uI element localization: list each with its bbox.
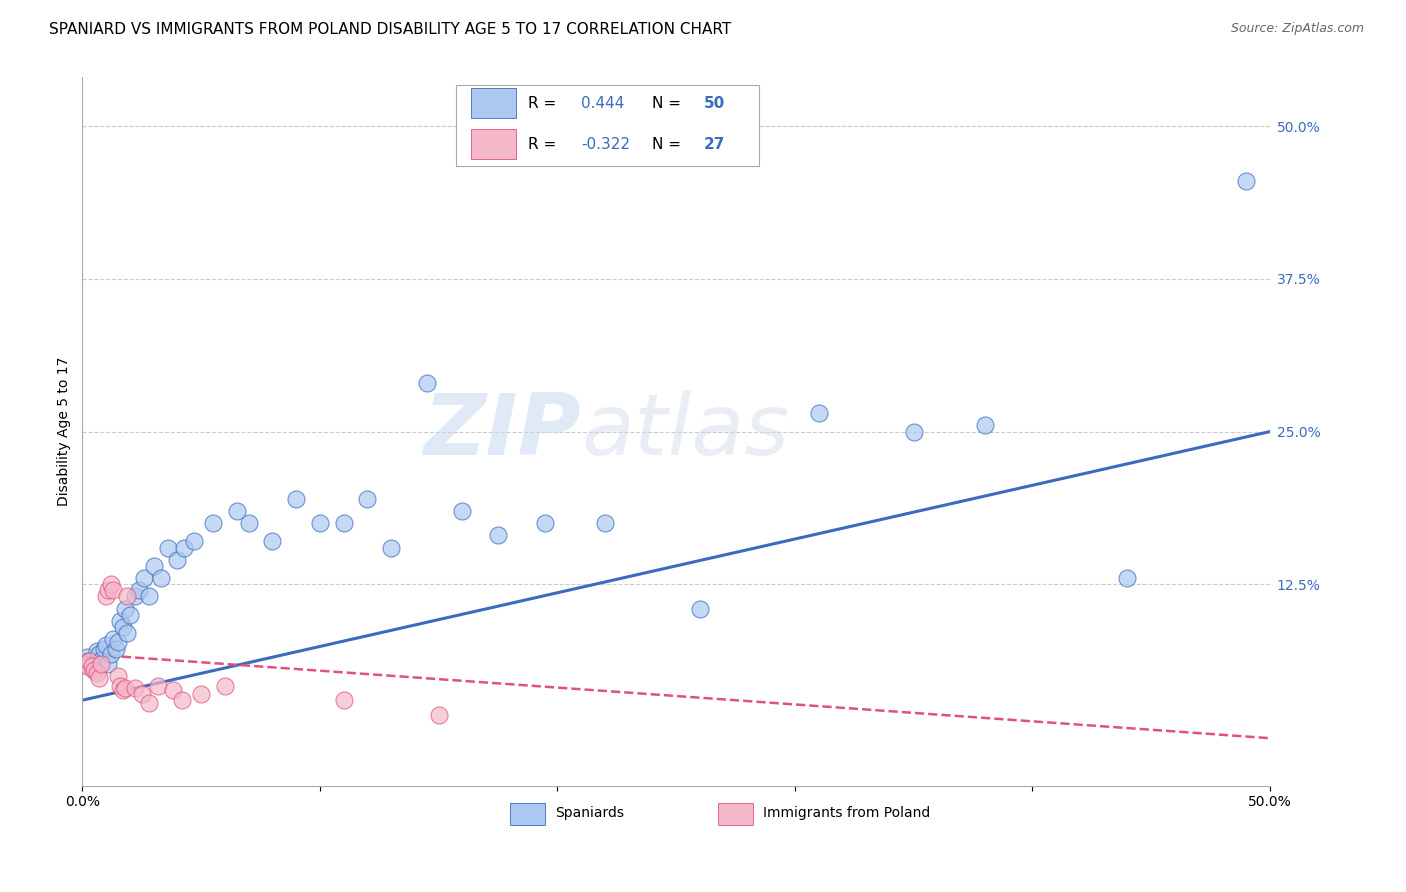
Point <box>124 590 146 604</box>
Text: R =: R = <box>527 136 555 152</box>
Text: Spaniards: Spaniards <box>555 805 624 820</box>
Point <box>427 707 450 722</box>
Point <box>1116 571 1139 585</box>
Point <box>104 642 127 657</box>
Point <box>79 654 101 668</box>
Point <box>534 516 557 530</box>
Point <box>415 376 437 390</box>
Point <box>101 632 124 647</box>
Point <box>225 504 247 518</box>
Text: -0.322: -0.322 <box>581 136 630 152</box>
Point <box>86 666 108 681</box>
Point <box>156 541 179 555</box>
Text: 27: 27 <box>703 136 724 152</box>
Point <box>973 418 995 433</box>
Point <box>94 590 117 604</box>
Point <box>86 644 108 658</box>
Point <box>903 425 925 439</box>
Point <box>73 657 96 671</box>
Point <box>110 679 132 693</box>
Text: 0.444: 0.444 <box>581 95 624 111</box>
Point <box>107 669 129 683</box>
Point <box>170 693 193 707</box>
Point <box>201 516 224 530</box>
Point <box>90 657 112 671</box>
Bar <box>471 129 516 159</box>
Point <box>131 687 153 701</box>
Point <box>124 681 146 695</box>
Point <box>100 647 122 661</box>
Point <box>87 647 110 661</box>
Point <box>73 657 96 671</box>
Point <box>110 614 132 628</box>
Point <box>1234 174 1257 188</box>
Point <box>262 534 284 549</box>
Text: N =: N = <box>652 95 682 111</box>
Point <box>90 653 112 667</box>
Point <box>117 626 139 640</box>
Bar <box>717 804 754 825</box>
Point <box>107 634 129 648</box>
Point <box>138 696 160 710</box>
Point <box>80 659 103 673</box>
Text: Immigrants from Poland: Immigrants from Poland <box>763 805 929 820</box>
Point <box>132 571 155 585</box>
Point <box>190 687 212 701</box>
Point <box>93 642 115 657</box>
Point <box>83 663 105 677</box>
Point <box>97 583 120 598</box>
Text: Source: ZipAtlas.com: Source: ZipAtlas.com <box>1230 22 1364 36</box>
FancyBboxPatch shape <box>457 85 759 166</box>
Point <box>308 516 330 530</box>
Point <box>451 504 474 518</box>
Text: atlas: atlas <box>581 390 789 473</box>
Point <box>332 693 354 707</box>
Y-axis label: Disability Age 5 to 17: Disability Age 5 to 17 <box>58 357 72 507</box>
Point <box>128 583 150 598</box>
Point <box>149 571 172 585</box>
Point <box>94 638 117 652</box>
Text: R =: R = <box>527 95 555 111</box>
Point <box>114 681 136 695</box>
Point <box>593 516 616 530</box>
Point <box>173 541 195 555</box>
Text: ZIP: ZIP <box>423 390 581 473</box>
Point <box>80 659 103 673</box>
Point <box>100 577 122 591</box>
Point <box>807 406 830 420</box>
Point <box>114 601 136 615</box>
Point <box>238 516 260 530</box>
Point <box>97 657 120 671</box>
Point <box>79 654 101 668</box>
Point <box>117 590 139 604</box>
Point <box>356 491 378 506</box>
Point <box>689 601 711 615</box>
Point <box>138 590 160 604</box>
Point <box>118 607 141 622</box>
Point <box>166 553 188 567</box>
Point <box>142 558 165 573</box>
Text: N =: N = <box>652 136 682 152</box>
Point <box>486 528 509 542</box>
Point <box>111 683 134 698</box>
Point <box>285 491 308 506</box>
Point <box>183 534 205 549</box>
Text: SPANIARD VS IMMIGRANTS FROM POLAND DISABILITY AGE 5 TO 17 CORRELATION CHART: SPANIARD VS IMMIGRANTS FROM POLAND DISAB… <box>49 22 731 37</box>
Point <box>380 541 402 555</box>
Text: 50: 50 <box>703 95 724 111</box>
Point <box>111 620 134 634</box>
Bar <box>510 804 546 825</box>
Bar <box>471 88 516 118</box>
Point <box>214 679 236 693</box>
Point <box>76 650 98 665</box>
Point <box>162 683 184 698</box>
Point <box>76 659 98 673</box>
Point <box>83 663 105 677</box>
Point <box>101 583 124 598</box>
Point <box>332 516 354 530</box>
Point <box>87 671 110 685</box>
Point <box>148 679 170 693</box>
